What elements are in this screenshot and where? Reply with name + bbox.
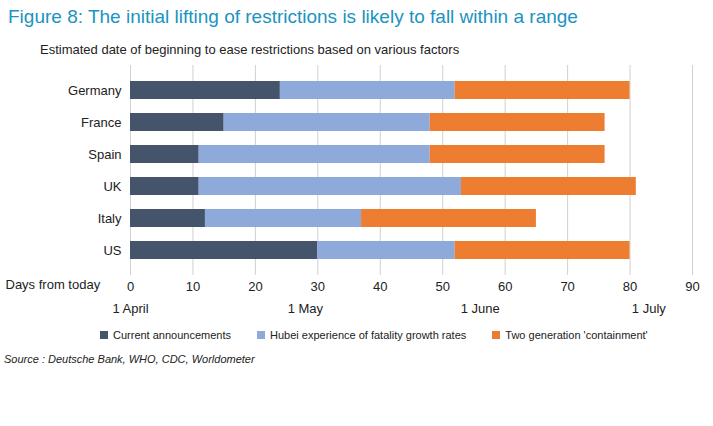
- html-text:Hubei experience of fatality g: Hubei experience of fatality growth rate…: [270, 329, 467, 341]
- svg-text:1 May: 1 May: [288, 301, 324, 316]
- svg-text:90: 90: [685, 279, 699, 294]
- svg-text:0: 0: [127, 279, 134, 294]
- html-text:Source : Deutsche Bank, WHO, C: Source : Deutsche Bank, WHO, CDC, Worldo…: [4, 353, 255, 365]
- svg-text:50: 50: [435, 279, 449, 294]
- svg-text:Italy: Italy: [98, 211, 122, 226]
- svg-text:1 June: 1 June: [461, 301, 500, 316]
- svg-text:UK: UK: [103, 179, 121, 194]
- svg-text:US: US: [103, 243, 121, 258]
- svg-text:70: 70: [560, 279, 574, 294]
- svg-text:20: 20: [248, 279, 262, 294]
- svg-text:40: 40: [373, 279, 387, 294]
- svg-text:Germany: Germany: [68, 83, 122, 98]
- svg-text:Days from today: Days from today: [6, 277, 101, 292]
- svg-text:30: 30: [311, 279, 325, 294]
- svg-text:80: 80: [623, 279, 637, 294]
- svg-text:1 July: 1 July: [632, 301, 666, 316]
- html-text:Figure 8: The initial lifting: Figure 8: The initial lifting of restric…: [8, 6, 578, 27]
- html-text:Two generation 'containment': Two generation 'containment': [505, 329, 648, 341]
- svg-text:France: France: [81, 115, 121, 130]
- html-text:Estimated date of beginning to: Estimated date of beginning to ease rest…: [40, 42, 460, 57]
- svg-text:Spain: Spain: [88, 147, 121, 162]
- html-text:Current announcements: Current announcements: [113, 329, 231, 341]
- svg-text:10: 10: [186, 279, 200, 294]
- svg-text:1 April: 1 April: [112, 301, 148, 316]
- svg-text:60: 60: [498, 279, 512, 294]
